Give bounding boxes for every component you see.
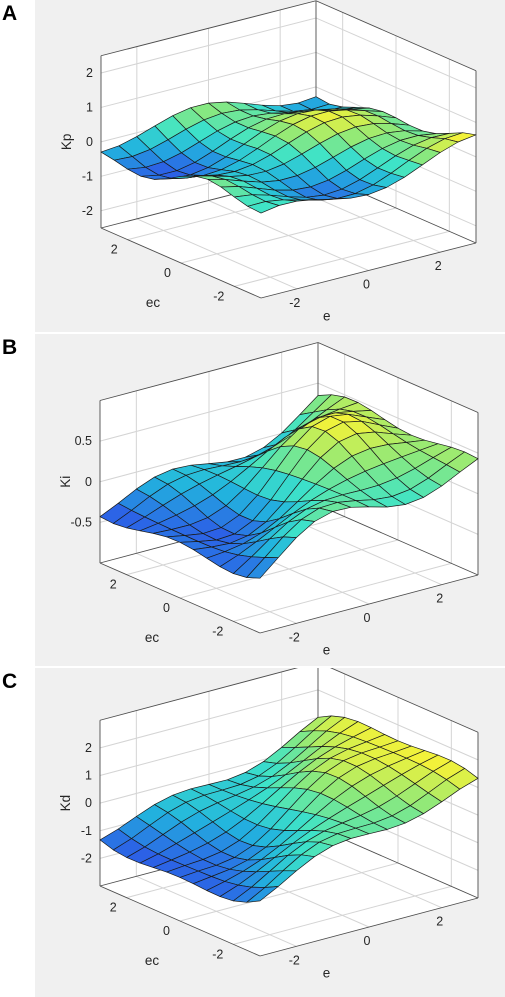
y-tick-label: -2 <box>212 624 223 638</box>
axis-edge <box>259 897 479 957</box>
y-tick-label: 0 <box>163 601 170 615</box>
y-tick-label: 2 <box>111 243 118 257</box>
z-tick-label: 2 <box>86 66 93 80</box>
y-tick-label: -2 <box>213 289 224 303</box>
x-tick-label: 0 <box>364 934 371 948</box>
surface-patch <box>153 177 186 180</box>
tick-labels: 2 1 0 -1 -2 2 0 -2 -2 0 2 <box>81 741 443 967</box>
axis-edge <box>330 668 479 733</box>
axis-edge <box>99 668 299 721</box>
x-tick-label: -2 <box>289 953 300 967</box>
surface-patch <box>247 201 280 214</box>
surface-patch <box>232 886 266 903</box>
z-tick-label: 1 <box>86 100 93 114</box>
surface <box>100 96 477 214</box>
x-tick-label: 2 <box>436 915 443 929</box>
axis-labels: Kp ec e <box>59 134 331 324</box>
z-axis-label: Kd <box>58 795 73 812</box>
z-tick-label: -1 <box>81 824 92 838</box>
tick-labels: 2 1 0 -1 -2 2 0 -2 -2 0 2 <box>82 66 442 310</box>
x-tick-label: -2 <box>289 296 300 310</box>
z-tick-label: 0 <box>86 135 93 149</box>
y-axis-label: ec <box>145 953 160 968</box>
axis-edge <box>100 227 262 299</box>
y-tick-label: -2 <box>212 947 223 961</box>
y-axis-label: ec <box>145 630 160 645</box>
axis-edge <box>99 885 261 957</box>
x-tick-label: 2 <box>435 259 442 273</box>
z-tick-label: 0 <box>85 796 92 810</box>
x-tick-label: -2 <box>289 630 300 644</box>
axis-labels: Kd ec e <box>58 795 330 981</box>
z-tick-label: 0.5 <box>75 434 92 448</box>
z-axis-label: Ki <box>58 476 73 488</box>
chart-c: 2 1 0 -1 -2 2 0 -2 -2 0 2 Kd ec e <box>35 668 505 997</box>
axis-edge <box>259 574 479 634</box>
y-tick-label: 2 <box>110 901 117 915</box>
z-tick-label: -2 <box>82 204 93 218</box>
surface-patch <box>246 557 279 579</box>
panel-label-a: A <box>2 2 18 25</box>
surface <box>99 715 479 903</box>
x-axis-label: e <box>323 308 331 323</box>
x-axis-label: e <box>323 643 331 658</box>
x-tick-label: 0 <box>363 278 370 292</box>
axis-edge <box>99 342 319 401</box>
axis-edge <box>317 342 479 413</box>
axis-edge <box>317 504 479 576</box>
z-tick-label: -0.5 <box>70 515 92 529</box>
y-tick-label: 0 <box>163 924 170 938</box>
z-tick-label: -2 <box>81 851 92 865</box>
axis-edge <box>260 242 477 299</box>
axis-labels: Ki ec e <box>58 476 330 658</box>
tick-labels: 0.5 0 -0.5 2 0 -2 -2 0 2 <box>70 434 443 644</box>
z-tick-label: 2 <box>85 741 92 755</box>
z-tick-label: 1 <box>85 769 92 783</box>
panel-label-c: C <box>2 670 18 693</box>
chart-b: 0.5 0 -0.5 2 0 -2 -2 0 2 Ki ec e <box>35 334 505 666</box>
y-axis-label: ec <box>146 295 161 310</box>
panel-label-b: B <box>2 336 18 359</box>
x-tick-label: 0 <box>364 611 371 625</box>
z-tick-label: 0 <box>85 475 92 489</box>
axis-edge <box>315 0 477 72</box>
x-axis-label: e <box>323 966 331 981</box>
z-tick-label: -1 <box>82 169 93 183</box>
y-tick-label: 0 <box>164 266 171 280</box>
surface <box>99 394 479 579</box>
chart-a: 2 1 0 -1 -2 2 0 -2 -2 0 2 Kp ec e <box>35 0 505 332</box>
z-axis-label: Kp <box>59 134 74 151</box>
axis-edge <box>99 562 261 634</box>
y-tick-label: 2 <box>110 578 117 592</box>
x-tick-label: 2 <box>436 592 443 606</box>
axis-edge <box>100 0 317 57</box>
